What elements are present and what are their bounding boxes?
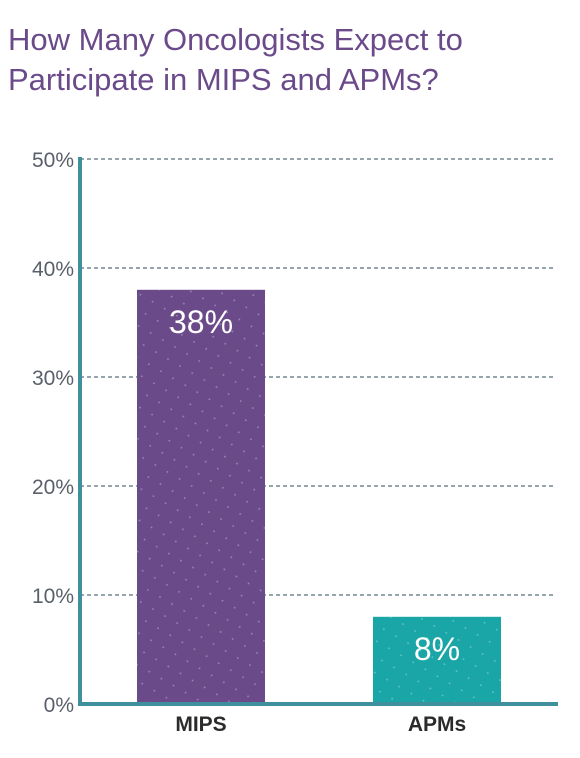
data-label-mips: 38% <box>169 304 233 340</box>
bars <box>137 289 501 704</box>
bar-texture <box>137 289 265 704</box>
bar-texture <box>373 616 501 704</box>
x-category-label: APMs <box>408 713 466 736</box>
y-tick-label: 40% <box>32 258 74 281</box>
x-category-label: MIPS <box>175 713 226 736</box>
chart-title: How Many Oncologists Expect to Participa… <box>8 20 568 100</box>
y-tick-label: 0% <box>44 694 74 717</box>
y-tick-label: 30% <box>32 367 74 390</box>
axes <box>78 157 558 706</box>
x-category-labels: MIPS APMs <box>175 713 466 736</box>
y-tick-label: 20% <box>32 476 74 499</box>
data-labels: 38% 8% <box>169 304 460 667</box>
data-label-apms: 8% <box>414 631 460 667</box>
y-tick-label: 50% <box>32 149 74 172</box>
chart-title-line-1: How Many Oncologists Expect to <box>8 22 463 57</box>
y-tick-label: 10% <box>32 585 74 608</box>
y-tick-labels: 0% 10% 20% 30% 40% 50% <box>32 149 74 717</box>
chart-title-line-2: Participate in MIPS and APMs? <box>8 62 439 97</box>
